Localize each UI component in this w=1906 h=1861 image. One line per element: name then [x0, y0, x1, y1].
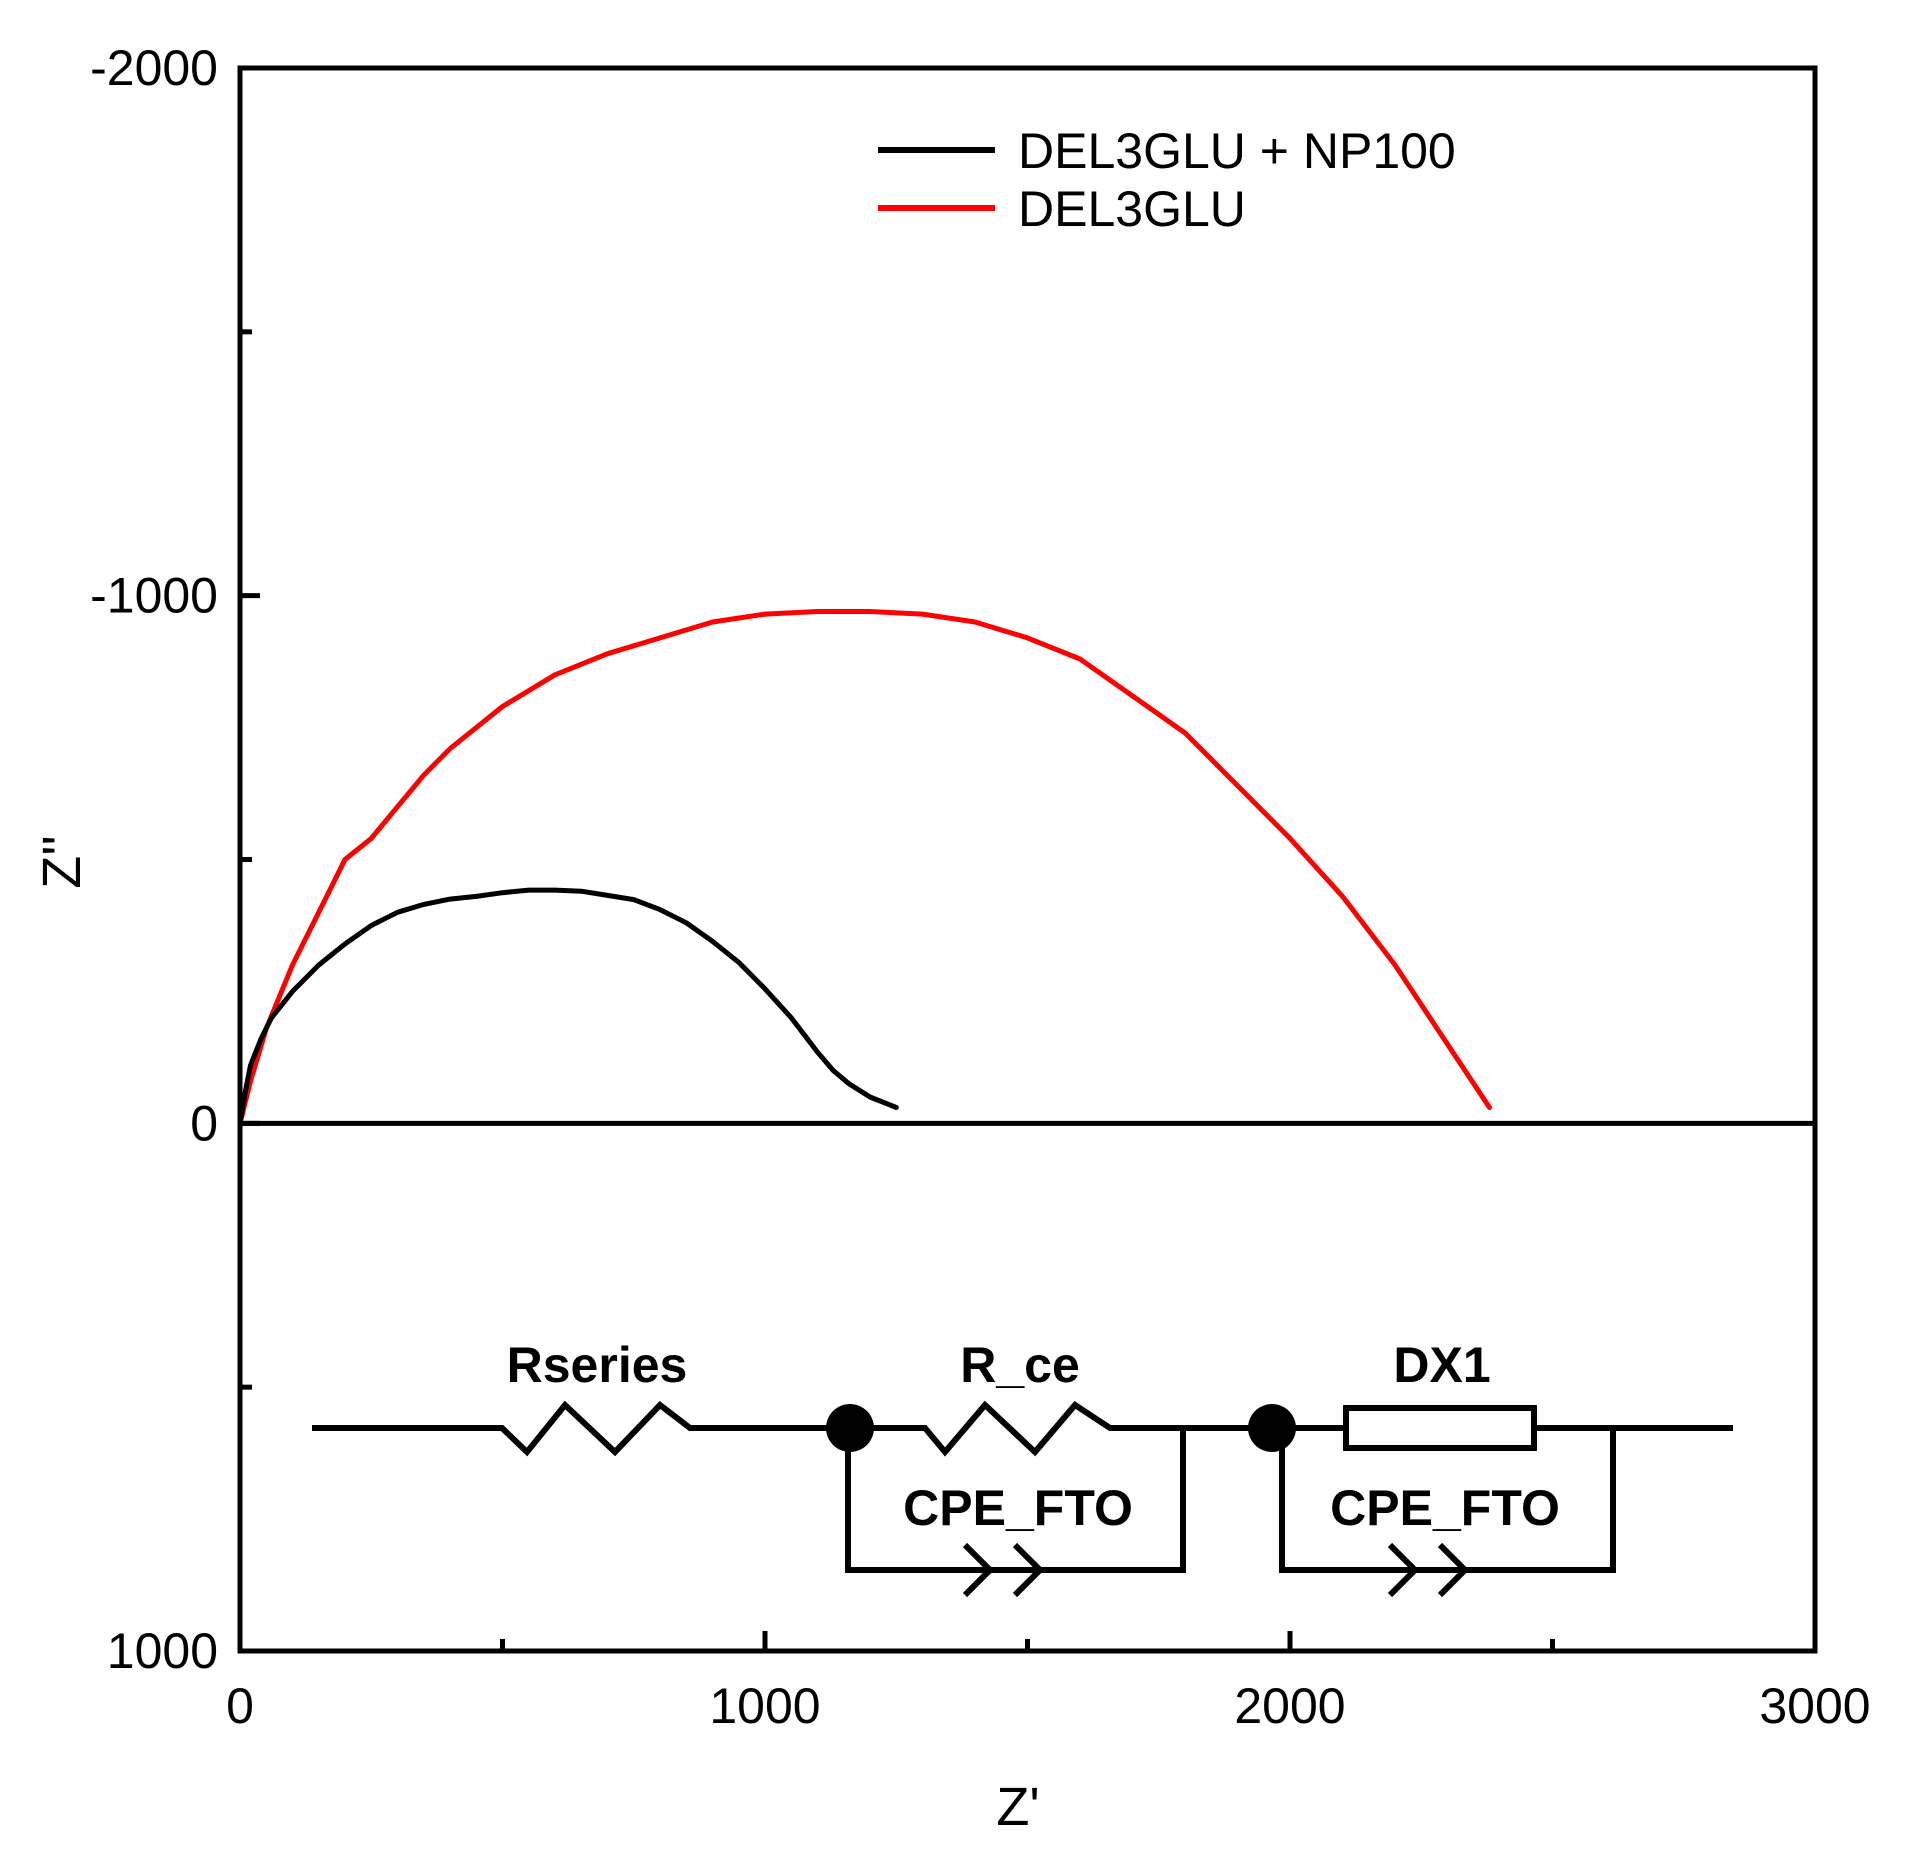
- circuit-cpe2-symbol-b: [1437, 1542, 1470, 1598]
- circuit-label-cpe-fto-1: CPE_FTO: [903, 1480, 1133, 1536]
- equivalent-circuit-inset: Rseries R_ce CPE_FTO DX1 CPE_FTO: [312, 1337, 1733, 1598]
- y-tick-label: 1000: [107, 1623, 218, 1679]
- y-axis-title: Z'': [32, 835, 92, 889]
- circuit-cpe2-symbol-a: [1387, 1542, 1420, 1598]
- circuit-wire-cpe1-loop: [845, 1425, 1186, 1573]
- circuit-label-rce: R_ce: [960, 1337, 1080, 1393]
- plot-frame: [237, 65, 1818, 1654]
- x-tick-label: 2000: [1234, 1678, 1345, 1734]
- circuit-cpe1-symbol-a: [962, 1542, 995, 1598]
- legend-label-series-1: DEL3GLU + NP100: [1018, 123, 1456, 179]
- x-tick-label: 0: [226, 1678, 254, 1734]
- y-tick-label: -1000: [90, 568, 218, 624]
- circuit-label-rseries: Rseries: [507, 1337, 688, 1393]
- series-line-2: [237, 609, 1492, 1126]
- circuit-wire-cpe2-loop: [1272, 1425, 1616, 1573]
- circuit-label-cpe-fto-2: CPE_FTO: [1330, 1480, 1560, 1536]
- x-tick-label: 3000: [1759, 1678, 1870, 1734]
- legend: DEL3GLU + NP100 DEL3GLU: [878, 123, 1456, 237]
- circuit-label-dx1: DX1: [1393, 1337, 1490, 1393]
- y-tick-label: 0: [190, 1095, 218, 1151]
- circuit-wire-left-resistor: [312, 1400, 850, 1457]
- series-layer: [237, 609, 1492, 1126]
- circuit-cpe1-symbol-b: [1012, 1542, 1045, 1598]
- x-axis-title: Z': [996, 1777, 1039, 1837]
- series-line-1: [237, 887, 899, 1126]
- circuit-dx1-element: [1343, 1405, 1537, 1451]
- circuit-wire-rce: [850, 1400, 1183, 1457]
- legend-label-series-2: DEL3GLU: [1018, 181, 1246, 237]
- axis-ticks: [240, 329, 1555, 1651]
- x-tick-label: 1000: [709, 1678, 820, 1734]
- y-tick-label: -2000: [90, 40, 218, 96]
